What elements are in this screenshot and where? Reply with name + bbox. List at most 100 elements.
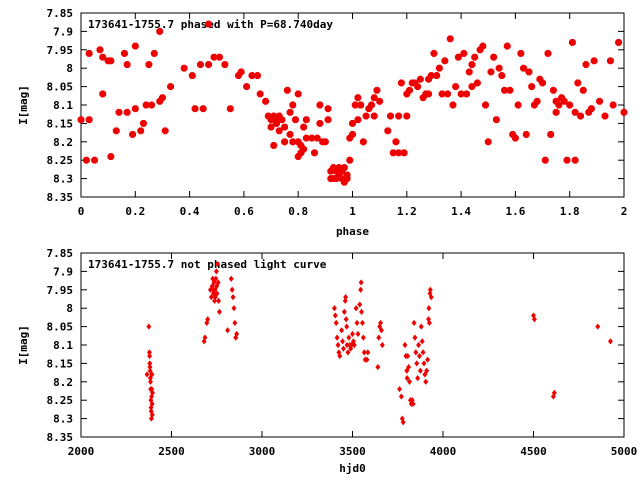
raw-data-point xyxy=(346,334,352,341)
raw-data-point xyxy=(364,356,370,363)
raw-data-point xyxy=(404,367,410,374)
phased-data-point xyxy=(115,108,123,116)
raw-data-point xyxy=(402,341,408,349)
raw-data-point xyxy=(404,375,410,382)
raw-data-point xyxy=(595,323,601,330)
phased-y-tick-label: 8.1 xyxy=(53,99,73,112)
phased-data-point xyxy=(579,86,587,94)
phased-data-point xyxy=(571,156,579,164)
raw-data-point xyxy=(333,319,339,327)
phased-data-point xyxy=(123,61,131,68)
phased-x-axis-label: phase xyxy=(336,225,369,238)
raw-data-point xyxy=(150,389,155,396)
phased-data-point xyxy=(324,105,332,113)
phased-data-point xyxy=(281,123,289,131)
phased-data-point xyxy=(145,61,153,68)
raw-data-point xyxy=(216,297,222,304)
phased-data-point xyxy=(414,83,422,91)
phased-data-point xyxy=(520,64,527,72)
phased-data-point xyxy=(547,131,555,138)
phased-data-point xyxy=(302,116,310,124)
phased-data-point xyxy=(392,138,400,146)
phased-data-point xyxy=(191,105,199,113)
phased-data-point xyxy=(167,83,175,91)
raw-data-point xyxy=(358,286,364,293)
raw-data-point xyxy=(412,334,418,341)
raw-data-point xyxy=(149,371,155,378)
raw-data-point xyxy=(331,305,337,312)
phased-data-point xyxy=(463,90,470,98)
phased-data-point xyxy=(444,90,451,98)
raw-data-point xyxy=(149,393,155,400)
phased-data-point xyxy=(620,108,628,116)
raw-y-axis-label: I[mag] xyxy=(17,325,30,365)
phased-data-point xyxy=(387,112,394,120)
phased-x-tick-label: 1.8 xyxy=(560,205,580,218)
raw-data-point xyxy=(413,349,419,356)
phased-data-point xyxy=(278,116,286,124)
phased-x-tick-label: 0.8 xyxy=(288,205,308,218)
raw-data-point xyxy=(426,319,432,327)
phased-data-point xyxy=(107,57,115,65)
phased-data-point xyxy=(406,86,413,94)
phased-data-point xyxy=(180,64,188,72)
raw-data-point xyxy=(212,286,218,293)
phased-data-point xyxy=(85,116,93,124)
phased-data-point xyxy=(140,119,147,127)
phased-data-point xyxy=(577,112,584,120)
raw-data-point xyxy=(428,294,434,301)
raw-data-point xyxy=(360,334,366,341)
raw-data-point xyxy=(211,279,217,286)
phased-y-tick-label: 8.3 xyxy=(53,173,73,186)
phased-data-point xyxy=(446,35,454,43)
raw-data-point xyxy=(233,334,239,341)
phased-data-point xyxy=(514,101,522,109)
phased-y-axis-label: I[mag] xyxy=(17,85,30,125)
phased-data-point xyxy=(316,119,324,127)
phased-data-point xyxy=(511,134,519,142)
phased-data-point xyxy=(574,79,582,87)
phased-data-point xyxy=(468,61,476,68)
phased-data-point xyxy=(362,112,370,120)
phased-data-point xyxy=(490,53,498,61)
raw-x-tick-label: 2500 xyxy=(158,445,185,458)
raw-data-point xyxy=(418,323,424,330)
raw-data-point xyxy=(148,415,154,422)
phased-y-tick-label: 8.2 xyxy=(53,136,73,149)
phased-data-point xyxy=(465,68,473,76)
raw-data-point xyxy=(355,330,361,338)
raw-data-point xyxy=(234,330,240,338)
phased-data-point xyxy=(254,72,261,79)
raw-data-point xyxy=(339,327,345,334)
phased-data-point xyxy=(482,101,489,109)
phased-data-point xyxy=(541,156,549,164)
raw-x-tick-label: 4000 xyxy=(430,445,457,458)
raw-light-curve-panel: 2000 2500 3000 3500 4000 4500 5000 7.85 7.9 7.95 8… xyxy=(17,247,637,475)
phased-data-point xyxy=(370,112,378,120)
raw-data-point xyxy=(359,308,365,315)
phased-data-point xyxy=(121,50,128,57)
raw-x-axis-label: hjd0 xyxy=(339,462,366,475)
phased-data-point xyxy=(354,94,362,102)
phased-x-tick-label: 0.2 xyxy=(125,205,145,218)
raw-data-point xyxy=(411,319,417,327)
raw-data-point xyxy=(420,349,426,356)
phased-data-point xyxy=(294,90,302,98)
phased-data-point xyxy=(517,50,525,57)
raw-data-point xyxy=(424,367,430,374)
phased-data-point xyxy=(292,116,299,124)
phased-data-point xyxy=(85,50,93,57)
phased-data-point xyxy=(571,108,579,116)
phased-data-point xyxy=(281,138,289,146)
phased-x-tick-label: 1.4 xyxy=(451,205,471,218)
phased-data-point xyxy=(606,57,614,65)
raw-data-point xyxy=(419,338,425,345)
phased-data-point xyxy=(131,105,139,113)
raw-data-point xyxy=(213,275,219,282)
raw-data-point xyxy=(201,338,207,345)
phased-data-point xyxy=(582,61,590,68)
raw-data-point xyxy=(350,330,355,338)
phased-x-tick-label: 1 xyxy=(349,205,356,218)
raw-data-point xyxy=(214,290,220,297)
phased-data-point xyxy=(161,127,169,135)
